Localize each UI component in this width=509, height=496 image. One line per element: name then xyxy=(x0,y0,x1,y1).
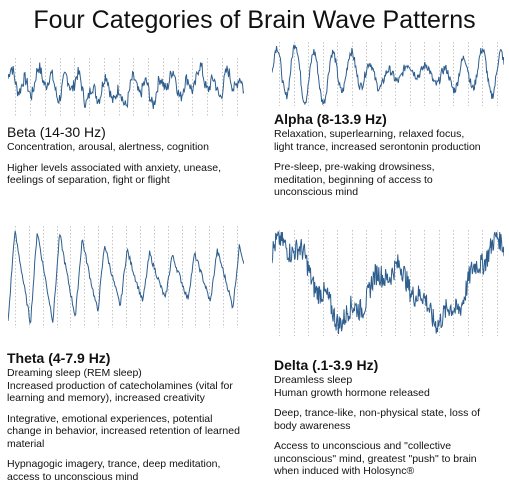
beta-line: Higher levels associated with anxiety, u… xyxy=(7,161,222,174)
page-title: Four Categories of Brain Wave Patterns xyxy=(33,6,476,34)
theta-line: change in behavior, increased retention … xyxy=(7,425,240,437)
beta-description: Concentration, arousal, alertness, cogni… xyxy=(7,141,221,187)
wave-trace xyxy=(272,231,504,335)
delta-waveform xyxy=(272,230,504,336)
delta-line: Human growth hormone released xyxy=(274,386,430,399)
delta-heading: Delta (.1-3.9 Hz) xyxy=(274,357,379,373)
alpha-line: Pre-sleep, pre-waking drowsiness, xyxy=(274,161,435,173)
wave-trace xyxy=(8,62,244,110)
delta-description: Dreamless sleep Human growth hormone rel… xyxy=(274,374,480,478)
beta-line: feelings of separation, fight or flight xyxy=(7,174,170,186)
alpha-line: Relaxation, superlearning, relaxed focus… xyxy=(274,128,465,140)
delta-line: Access to unconscious and "collective xyxy=(274,440,452,452)
theta-line: Dreaming sleep (REM sleep) xyxy=(7,367,142,379)
alpha-line: light trance, increased serontonin produ… xyxy=(274,140,481,153)
wave-trace xyxy=(272,44,504,106)
delta-line: Dreamless sleep xyxy=(274,374,353,386)
theta-line: material xyxy=(7,437,45,450)
theta-description: Dreaming sleep (REM sleep) Increased pro… xyxy=(7,367,240,483)
theta-heading: Theta (4-7.9 Hz) xyxy=(7,350,111,366)
beta-heading: Beta (14-30 Hz) xyxy=(7,124,106,140)
theta-waveform xyxy=(8,226,244,328)
alpha-heading: Alpha (8-13.9 Hz) xyxy=(274,111,387,127)
theta-line: Increased production of catecholamines (… xyxy=(7,379,233,392)
theta-line: Hypnagogic imagery, trance, deep meditat… xyxy=(7,458,221,470)
beta-waveform xyxy=(8,58,244,116)
wave-trace xyxy=(8,230,244,325)
delta-line: body awareness xyxy=(274,419,351,432)
delta-line: when induced with Holosync® xyxy=(274,465,415,477)
alpha-line: meditation, beginning of access to xyxy=(274,173,433,186)
delta-line: unconscious" mind, greatest "push" to br… xyxy=(274,452,477,465)
alpha-description: Relaxation, superlearning, relaxed focus… xyxy=(274,128,481,199)
theta-line: Integrative, emotional experiences, pote… xyxy=(7,412,213,425)
beta-line: Concentration, arousal, alertness, cogni… xyxy=(7,141,209,153)
theta-line: learning and memory), increased creativi… xyxy=(7,392,205,404)
alpha-line: unconscious mind xyxy=(274,186,359,198)
alpha-waveform xyxy=(272,42,504,106)
theta-line: access to unconscious mind xyxy=(7,470,139,483)
delta-line: Deep, trance-like, non-physical state, l… xyxy=(274,407,481,419)
